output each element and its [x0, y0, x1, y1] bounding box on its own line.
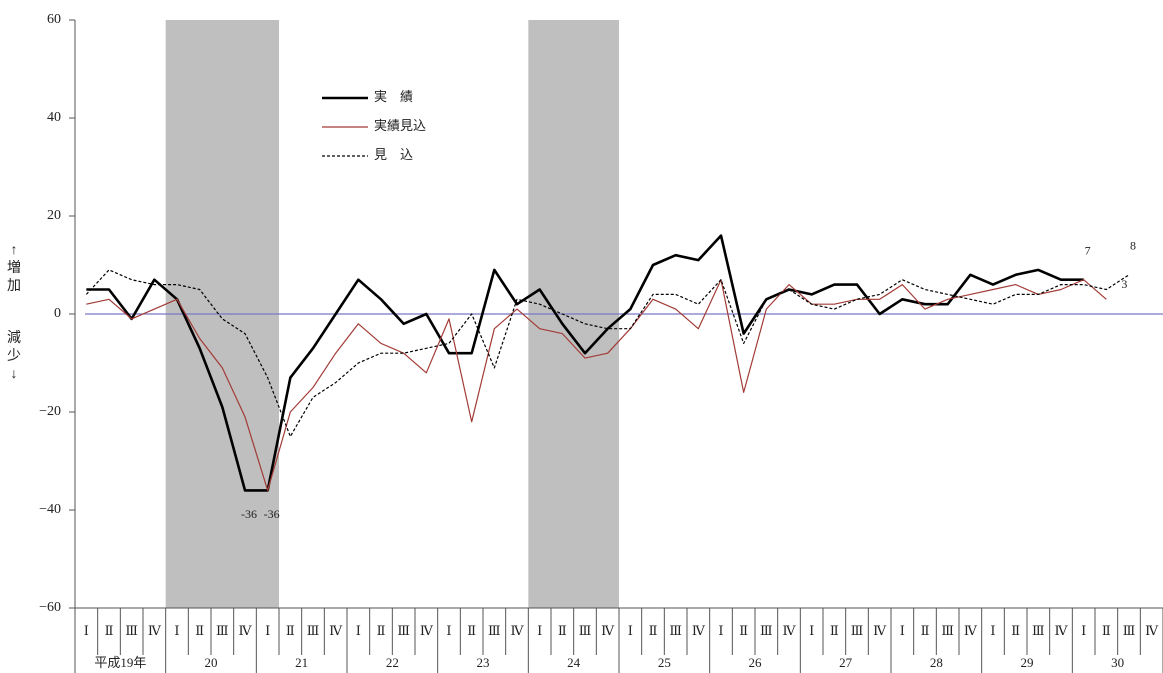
x-tick-label: Ⅲ: [579, 623, 592, 638]
x-tick-label: Ⅱ: [739, 623, 748, 638]
legend-label: 見 込: [374, 147, 413, 162]
x-tick-label: Ⅳ: [692, 623, 706, 638]
y-tick-label: 20: [47, 208, 61, 223]
x-tick-label: Ⅰ: [446, 623, 451, 638]
y-label-up: ↑増加: [7, 243, 21, 294]
x-tick-label: Ⅱ: [105, 623, 114, 638]
data-label: 3: [1121, 277, 1127, 291]
x-tick-label: Ⅱ: [377, 623, 386, 638]
x-tick-label: Ⅳ: [1055, 623, 1069, 638]
x-tick-label: Ⅳ: [420, 623, 434, 638]
x-tick-label: Ⅳ: [329, 623, 343, 638]
x-tick-label: Ⅳ: [239, 623, 253, 638]
legend-label: 実 績: [374, 89, 413, 104]
x-tick-label: Ⅰ: [265, 623, 270, 638]
x-tick-label: Ⅳ: [783, 623, 797, 638]
x-tick-label: Ⅳ: [873, 623, 887, 638]
x-tick-label: Ⅱ: [649, 623, 658, 638]
legend-label: 実績見込: [374, 118, 426, 133]
x-tick-label: Ⅰ: [718, 623, 723, 638]
x-tick-label: Ⅰ: [356, 623, 361, 638]
y-tick-label: −20: [39, 404, 61, 419]
y-tick-label: −60: [39, 600, 61, 615]
year-label: 24: [567, 655, 581, 670]
x-tick-label: Ⅰ: [1081, 623, 1086, 638]
x-tick-label: Ⅱ: [558, 623, 567, 638]
year-label: 20: [205, 655, 218, 670]
y-label-down: 減少↓: [7, 331, 21, 382]
year-label: 22: [386, 655, 399, 670]
x-tick-label: Ⅱ: [467, 623, 476, 638]
x-tick-label: Ⅰ: [537, 623, 542, 638]
data-label: -36: [241, 507, 257, 521]
x-tick-label: Ⅲ: [1032, 623, 1045, 638]
x-tick-label: Ⅲ: [307, 623, 320, 638]
x-tick-label: Ⅲ: [1123, 623, 1136, 638]
x-tick-label: Ⅱ: [1011, 623, 1020, 638]
x-tick-label: Ⅲ: [760, 623, 773, 638]
year-label: 27: [839, 655, 853, 670]
y-tick-label: 0: [54, 306, 61, 321]
year-label: 29: [1021, 655, 1034, 670]
x-tick-label: Ⅳ: [964, 623, 978, 638]
data-label: -36: [264, 507, 280, 521]
y-tick-label: 40: [47, 110, 61, 125]
x-tick-label: Ⅳ: [148, 623, 162, 638]
x-tick-label: Ⅱ: [1102, 623, 1111, 638]
x-tick-label: Ⅱ: [195, 623, 204, 638]
x-tick-label: Ⅲ: [941, 623, 954, 638]
year-label: 25: [658, 655, 671, 670]
year-label: 26: [749, 655, 763, 670]
x-tick-label: Ⅳ: [511, 623, 525, 638]
x-tick-label: Ⅰ: [900, 623, 905, 638]
x-tick-label: Ⅳ: [601, 623, 615, 638]
x-tick-label: Ⅲ: [125, 623, 138, 638]
x-tick-label: Ⅳ: [1145, 623, 1159, 638]
year-label: 23: [477, 655, 490, 670]
x-tick-label: Ⅱ: [921, 623, 930, 638]
x-tick-label: Ⅰ: [84, 623, 89, 638]
y-tick-label: −40: [39, 502, 61, 517]
series-line: [86, 279, 1107, 491]
year-label: 28: [930, 655, 943, 670]
x-tick-label: Ⅱ: [286, 623, 295, 638]
x-tick-label: Ⅲ: [851, 623, 864, 638]
year-label: 30: [1111, 655, 1124, 670]
series-line: [85, 269, 1130, 438]
data-label: 8: [1130, 239, 1136, 253]
x-tick-label: Ⅲ: [397, 623, 410, 638]
x-tick-label: Ⅰ: [628, 623, 633, 638]
x-tick-label: Ⅲ: [669, 623, 682, 638]
x-tick-label: Ⅱ: [830, 623, 839, 638]
series-line: [86, 234, 1084, 492]
x-tick-label: Ⅲ: [216, 623, 229, 638]
x-tick-label: Ⅰ: [809, 623, 814, 638]
y-tick-label: 60: [47, 12, 61, 27]
x-tick-label: Ⅲ: [488, 623, 501, 638]
x-tick-label: Ⅰ: [174, 623, 179, 638]
year-label: 平成19年: [94, 655, 146, 670]
x-tick-label: Ⅰ: [990, 623, 995, 638]
data-label: 7: [1085, 243, 1091, 257]
year-label: 21: [295, 655, 308, 670]
